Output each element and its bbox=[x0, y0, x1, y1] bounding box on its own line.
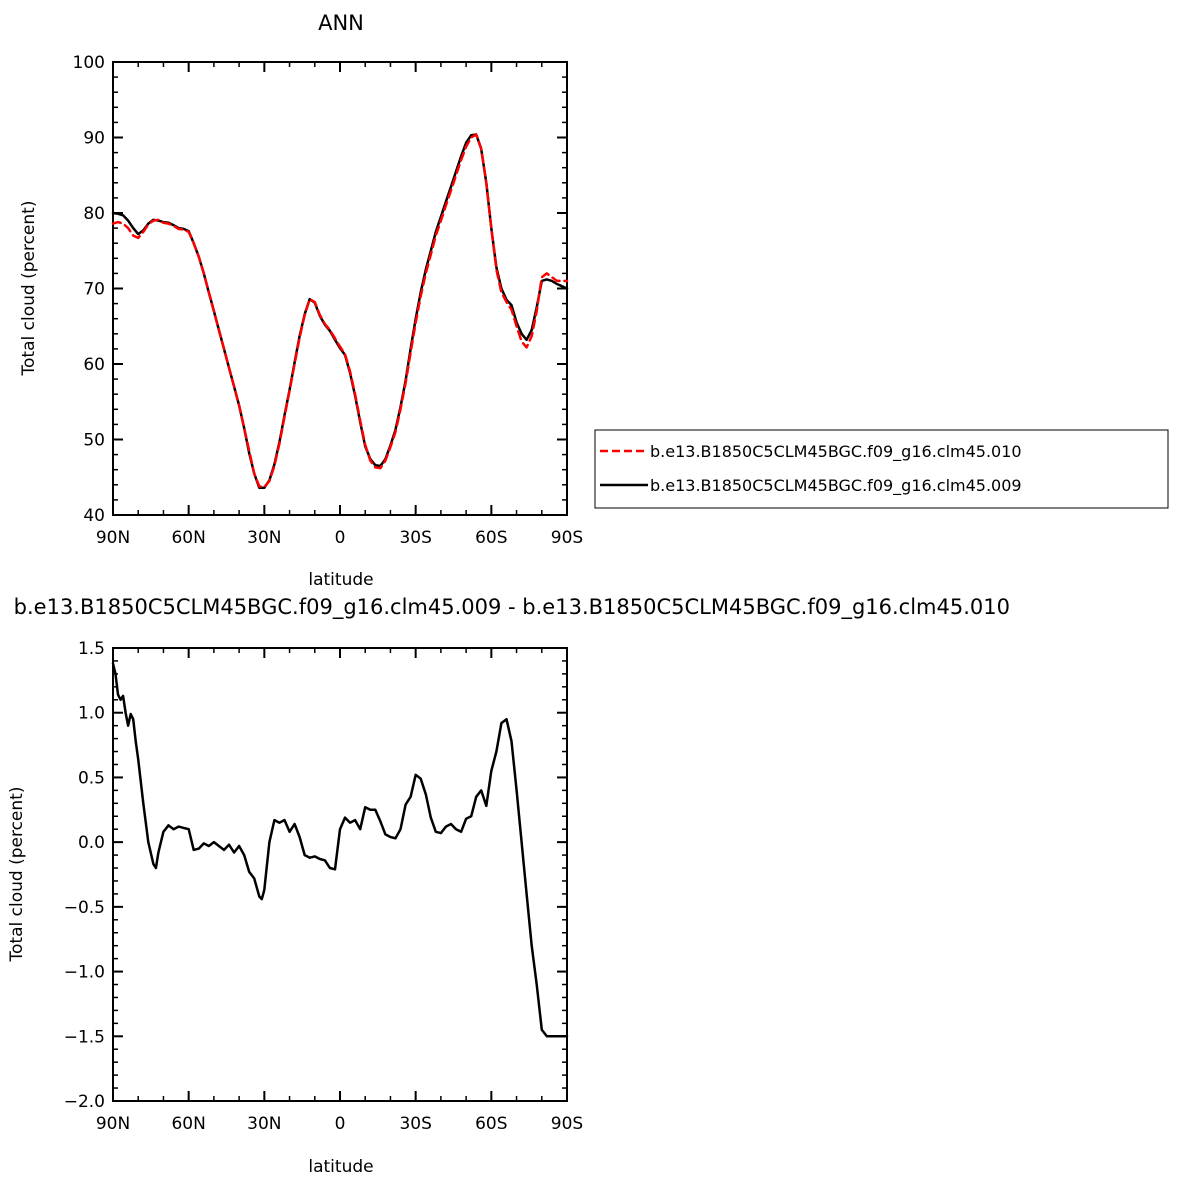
c2-y-tick-label: 0.5 bbox=[78, 768, 105, 788]
legend-entry-series-1: b.e13.B1850C5CLM45BGC.f09_g16.clm45.010 bbox=[650, 442, 1022, 462]
c2-series-line-1 bbox=[111, 662, 569, 1038]
c2-x-tick-label: 60S bbox=[475, 1114, 507, 1134]
c2-x-tick-label: 0 bbox=[335, 1114, 346, 1134]
c1-x-tick-label: 90S bbox=[551, 528, 583, 548]
c2-y-tick-label: 1.5 bbox=[78, 639, 105, 659]
c2-y-tick-label: −1.0 bbox=[64, 963, 105, 983]
chart1-y-axis-label: Total cloud (percent) bbox=[19, 201, 39, 377]
c1-y-tick-label: 90 bbox=[83, 129, 105, 149]
c1-series-line-1 bbox=[111, 133, 569, 489]
c2-x-tick-label: 30N bbox=[247, 1114, 281, 1134]
c1-y-tick-label: 100 bbox=[73, 53, 105, 73]
c1-y-tick-label: 70 bbox=[83, 280, 105, 300]
c1-series-line-2 bbox=[111, 133, 569, 490]
c1-x-tick-label: 60N bbox=[171, 528, 205, 548]
chart1-minor-ticks bbox=[112, 61, 568, 516]
c1-y-tick-label: 60 bbox=[83, 355, 105, 375]
chart1-series bbox=[111, 133, 569, 490]
chart-difference-total-cloud: b.e13.B1850C5CLM45BGC.f09_g16.clm45.009 … bbox=[7, 595, 1010, 1177]
c1-x-tick-label: 30S bbox=[399, 528, 431, 548]
c2-y-tick-label: −1.5 bbox=[64, 1027, 105, 1047]
chart2-minor-ticks bbox=[112, 647, 568, 1102]
legend-box bbox=[594, 429, 1169, 509]
c1-x-tick-label: 90N bbox=[96, 528, 130, 548]
c1-y-tick-label: 80 bbox=[83, 204, 105, 224]
chart2-plot-frame bbox=[112, 647, 568, 1102]
c2-y-tick-label: −2.0 bbox=[64, 1092, 105, 1112]
chart2-y-axis-label: Total cloud (percent) bbox=[7, 787, 27, 963]
chart2-x-axis-label: latitude bbox=[308, 1157, 373, 1177]
c2-x-tick-label: 90N bbox=[96, 1114, 130, 1134]
chart1-ticks: 90N 60N 30N 0 30S 60S 90S 40 50 60 70 80 90 100 bbox=[73, 53, 584, 548]
chart1-title: ANN bbox=[318, 11, 364, 35]
chart1-plot-frame bbox=[112, 61, 568, 516]
c2-x-tick-label: 60N bbox=[171, 1114, 205, 1134]
c1-y-tick-label: 50 bbox=[83, 431, 105, 451]
chart2-series bbox=[111, 662, 569, 1038]
c2-y-tick-label: −0.5 bbox=[64, 898, 105, 918]
c2-x-tick-label: 90S bbox=[551, 1114, 583, 1134]
c2-y-tick-label: 1.0 bbox=[78, 704, 105, 724]
chart1-legend: b.e13.B1850C5CLM45BGC.f09_g16.clm45.010 … bbox=[594, 429, 1169, 509]
c1-x-tick-label: 60S bbox=[475, 528, 507, 548]
chart1-x-axis-label: latitude bbox=[308, 570, 373, 590]
c2-x-tick-label: 30S bbox=[399, 1114, 431, 1134]
chart2-title: b.e13.B1850C5CLM45BGC.f09_g16.clm45.009 … bbox=[14, 595, 1010, 620]
legend-entry-series-2: b.e13.B1850C5CLM45BGC.f09_g16.clm45.009 bbox=[650, 476, 1022, 496]
c2-y-tick-label: 0.0 bbox=[78, 833, 105, 853]
chart2-ticks: 90N 60N 30N 0 30S 60S 90S −2.0 −1.5 −1.0 −0.5 0.0 0.… bbox=[64, 639, 584, 1134]
c1-x-tick-label: 30N bbox=[247, 528, 281, 548]
c1-y-tick-label: 40 bbox=[83, 506, 105, 526]
chart-annual-total-cloud: ANN 90N 60N 30N 0 30S 60S 90S 40 50 60 70 80 90 100 l… bbox=[19, 11, 1169, 590]
c1-x-tick-label: 0 bbox=[335, 528, 346, 548]
